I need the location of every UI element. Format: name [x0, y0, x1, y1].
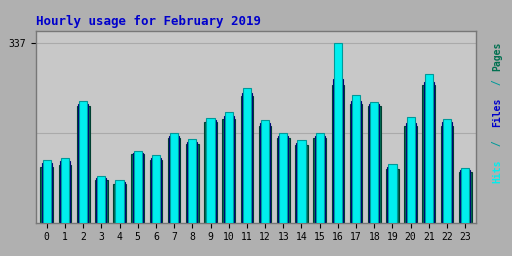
Bar	[261, 120, 269, 223]
Bar	[151, 158, 161, 223]
Bar	[58, 165, 71, 223]
Bar	[422, 85, 435, 223]
Text: Hits: Hits	[492, 160, 502, 183]
Bar	[425, 74, 433, 223]
Bar	[186, 144, 199, 223]
Bar	[277, 138, 290, 223]
Bar	[134, 151, 142, 223]
Bar	[60, 161, 70, 223]
Bar	[259, 126, 271, 223]
Bar	[331, 85, 344, 223]
Bar	[133, 153, 143, 223]
Bar	[279, 133, 287, 223]
Bar	[334, 43, 342, 223]
Text: Pages: Pages	[492, 42, 502, 71]
Bar	[115, 182, 124, 223]
Bar	[168, 138, 181, 223]
Bar	[96, 178, 106, 223]
Bar	[370, 102, 378, 223]
Bar	[42, 160, 51, 223]
Bar	[460, 170, 470, 223]
Bar	[333, 79, 343, 223]
Bar	[297, 140, 306, 223]
Bar	[205, 120, 216, 223]
Bar	[115, 180, 123, 223]
Bar	[242, 93, 252, 223]
Bar	[461, 168, 470, 223]
Bar	[388, 167, 397, 223]
Bar	[224, 116, 233, 223]
Bar	[113, 184, 126, 223]
Text: /: /	[492, 73, 502, 91]
Bar	[315, 133, 324, 223]
Text: Hourly usage for February 2019: Hourly usage for February 2019	[36, 15, 261, 28]
Bar	[315, 136, 325, 223]
Bar	[170, 133, 178, 223]
Bar	[132, 154, 144, 223]
Bar	[441, 126, 454, 223]
Bar	[313, 138, 326, 223]
Bar	[225, 112, 233, 223]
Bar	[368, 106, 380, 223]
Bar	[279, 136, 288, 223]
Bar	[95, 180, 108, 223]
Bar	[386, 169, 399, 223]
Bar	[424, 82, 434, 223]
Bar	[350, 104, 362, 223]
Bar	[406, 123, 416, 223]
Bar	[150, 160, 162, 223]
Bar	[169, 136, 179, 223]
Bar	[243, 88, 251, 223]
Bar	[42, 163, 52, 223]
Bar	[188, 139, 197, 223]
Bar	[78, 104, 88, 223]
Bar	[295, 145, 308, 223]
Bar	[459, 172, 472, 223]
Bar	[442, 122, 452, 223]
Bar	[77, 106, 90, 223]
Bar	[369, 104, 379, 223]
Bar	[61, 158, 69, 223]
Bar	[97, 176, 105, 223]
Text: /: /	[492, 135, 502, 152]
Bar	[389, 164, 397, 223]
Bar	[40, 167, 53, 223]
Bar	[222, 119, 235, 223]
Bar	[187, 142, 197, 223]
Bar	[241, 96, 253, 223]
Bar	[352, 95, 360, 223]
Bar	[79, 101, 87, 223]
Text: Files: Files	[492, 98, 502, 127]
Bar	[206, 118, 215, 223]
Bar	[204, 122, 217, 223]
Bar	[443, 119, 451, 223]
Bar	[260, 123, 270, 223]
Bar	[296, 143, 307, 223]
Bar	[152, 155, 160, 223]
Bar	[404, 126, 417, 223]
Bar	[407, 117, 415, 223]
Bar	[351, 101, 361, 223]
